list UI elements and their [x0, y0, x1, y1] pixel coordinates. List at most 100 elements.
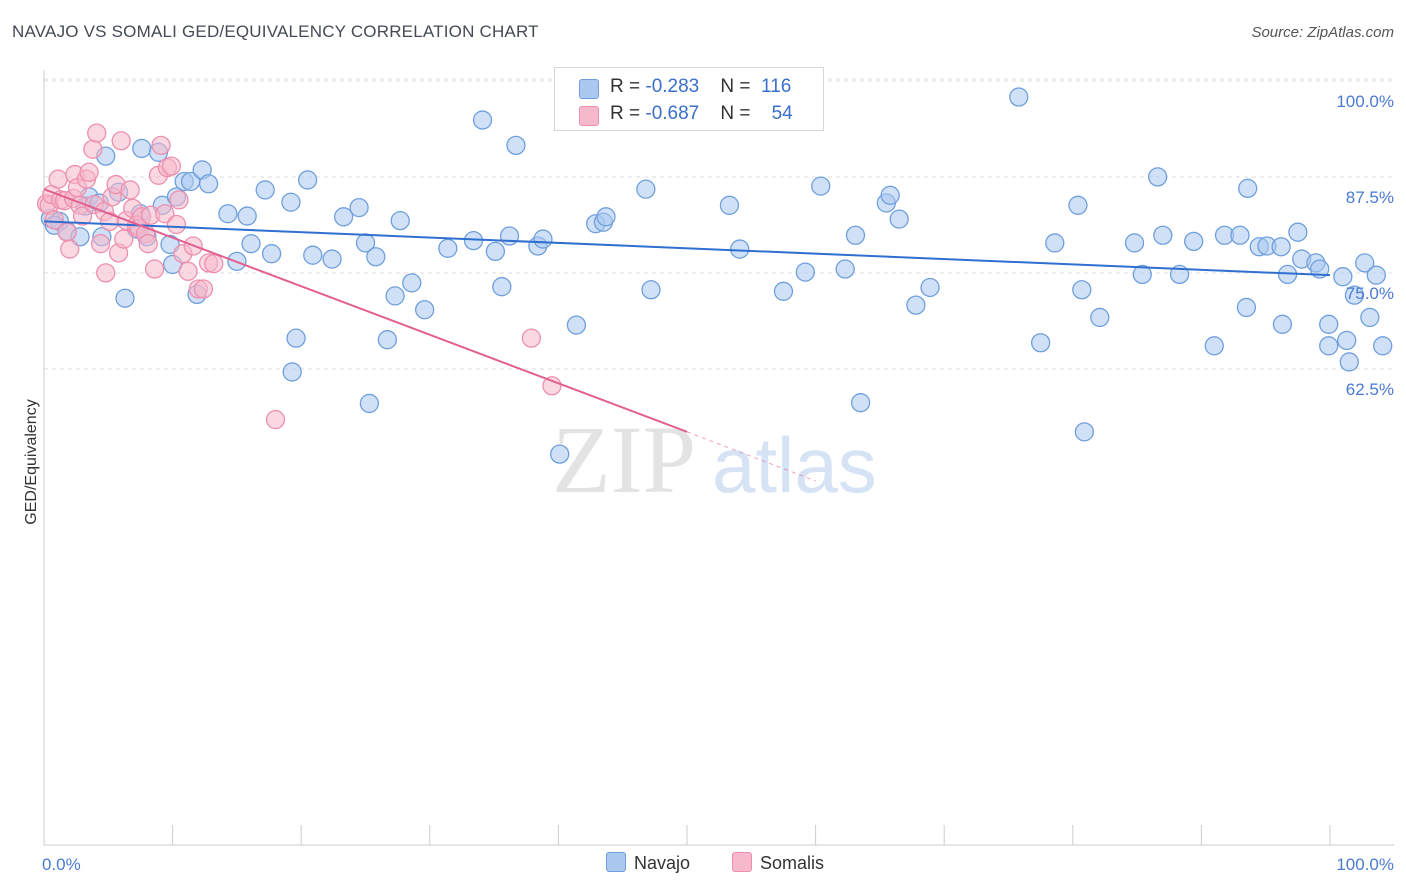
navajo-point-108 — [1333, 267, 1353, 287]
navajo-point-96 — [1230, 225, 1250, 245]
watermark-atlas: atlas — [712, 421, 877, 509]
navajo-point-70 — [811, 176, 831, 196]
somalis-point-27 — [114, 229, 134, 249]
somalis-point-54 — [542, 376, 562, 396]
navajo-point-54 — [506, 135, 526, 156]
legend: R = -0.283 N = 116 R = -0.687 N = 54 — [554, 67, 824, 131]
somalis-point-4 — [48, 169, 68, 189]
navajo-point-102 — [1288, 222, 1308, 242]
somalis-point-18 — [87, 123, 107, 143]
somalis-point-13 — [72, 206, 93, 226]
somalis-point-43 — [166, 214, 187, 235]
navajo-point-89 — [1153, 225, 1173, 245]
navajo-point-92 — [1204, 336, 1224, 356]
navajo-point-44 — [385, 286, 405, 306]
navajo-point-61 — [596, 207, 616, 227]
navajo-point-57 — [550, 444, 570, 464]
navajo-point-94 — [1236, 297, 1257, 318]
legend-n-value-navajo: 116 — [761, 76, 792, 97]
bottom-legend-label-somalis: Somalis — [760, 853, 825, 873]
navajo-point-45 — [390, 210, 410, 231]
navajo-point-77 — [906, 295, 926, 315]
bottom-legend-swatch-somalis — [732, 852, 752, 872]
navajo-point-42 — [366, 247, 386, 267]
navajo-point-29 — [241, 234, 261, 254]
navajo-points — [40, 87, 1393, 464]
navajo-point-109 — [1337, 330, 1357, 351]
somalis-point-44 — [169, 190, 189, 210]
x-tick-label-max: 100.0% — [1336, 855, 1394, 874]
y-tick-label-0: 62.5% — [1346, 380, 1394, 399]
navajo-point-99 — [1271, 237, 1291, 257]
somalis-point-49 — [193, 279, 214, 299]
navajo-point-110 — [1339, 352, 1359, 372]
bottom-legend-swatch-navajo — [606, 852, 626, 872]
zipatlas-watermark: ZIP atlas — [552, 406, 877, 513]
navajo-point-71 — [835, 259, 855, 279]
bottom-legend-navajo: Navajo — [606, 852, 690, 874]
navajo-trend-line — [43, 220, 1331, 277]
x-tick-label-min: 0.0% — [42, 855, 81, 874]
navajo-point-79 — [1009, 87, 1029, 107]
bottom-legend-label-navajo: Navajo — [634, 853, 691, 873]
navajo-point-11 — [115, 288, 135, 308]
somalis-trend-extension — [686, 431, 816, 482]
navajo-point-75 — [880, 185, 900, 205]
y-tick-label-3: 100.0% — [1336, 92, 1394, 111]
somalis-point-30 — [120, 180, 140, 200]
navajo-point-88 — [1148, 167, 1168, 187]
somalis-point-35 — [138, 234, 158, 254]
navajo-point-25 — [198, 174, 219, 194]
navajo-point-111 — [1344, 285, 1365, 305]
navajo-point-41 — [359, 393, 380, 414]
bottom-legend-somalis: Somalis — [732, 852, 824, 874]
navajo-point-112 — [1355, 253, 1375, 273]
somalis-point-21 — [96, 263, 116, 283]
chart-title: NAVAJO VS SOMALI GED/EQUIVALENCY CORRELA… — [12, 22, 539, 41]
y-axis-label: GED/Equivalency — [23, 399, 40, 524]
navajo-point-84 — [1074, 422, 1095, 442]
somalis-point-16 — [83, 139, 103, 159]
navajo-point-65 — [730, 239, 750, 259]
navajo-point-53 — [499, 226, 520, 246]
legend-r-label: R = — [610, 76, 646, 97]
navajo-point-52 — [492, 277, 512, 297]
navajo-point-38 — [333, 207, 354, 227]
navajo-point-105 — [1310, 259, 1330, 279]
navajo-point-39 — [349, 197, 369, 218]
navajo-point-95 — [1238, 178, 1258, 199]
y-tick-label-2: 87.5% — [1346, 188, 1394, 207]
legend-swatch-navajo — [579, 79, 599, 99]
legend-n-label: N = — [720, 103, 756, 124]
legend-n-value-somalis: 54 — [771, 103, 793, 124]
navajo-point-35 — [297, 170, 318, 190]
navajo-point-115 — [1373, 336, 1393, 356]
navajo-point-87 — [1132, 264, 1152, 285]
legend-r-value-somalis: -0.687 — [645, 103, 700, 124]
navajo-point-100 — [1272, 314, 1293, 334]
navajo-point-69 — [795, 262, 815, 282]
legend-swatch-somalis — [579, 106, 599, 126]
navajo-point-114 — [1366, 265, 1386, 285]
navajo-point-63 — [641, 280, 661, 300]
navajo-point-85 — [1090, 307, 1110, 328]
navajo-point-48 — [438, 238, 458, 258]
somalis-point-53 — [521, 328, 542, 348]
somalis-point-15 — [79, 162, 99, 182]
navajo-point-33 — [282, 362, 302, 382]
somalis-point-46 — [178, 261, 198, 281]
somalis-point-51 — [204, 254, 224, 274]
somalis-point-37 — [144, 259, 165, 279]
somalis-point-7 — [57, 222, 77, 242]
somalis-trend-line — [43, 188, 688, 433]
navajo-point-113 — [1360, 307, 1380, 328]
navajo-point-82 — [1068, 195, 1088, 215]
navajo-point-32 — [281, 192, 301, 212]
somalis-point-8 — [60, 239, 80, 259]
navajo-point-37 — [322, 249, 342, 269]
navajo-point-73 — [850, 393, 871, 413]
navajo-point-30 — [255, 180, 275, 200]
somalis-point-52 — [265, 409, 286, 430]
navajo-point-86 — [1124, 233, 1145, 253]
